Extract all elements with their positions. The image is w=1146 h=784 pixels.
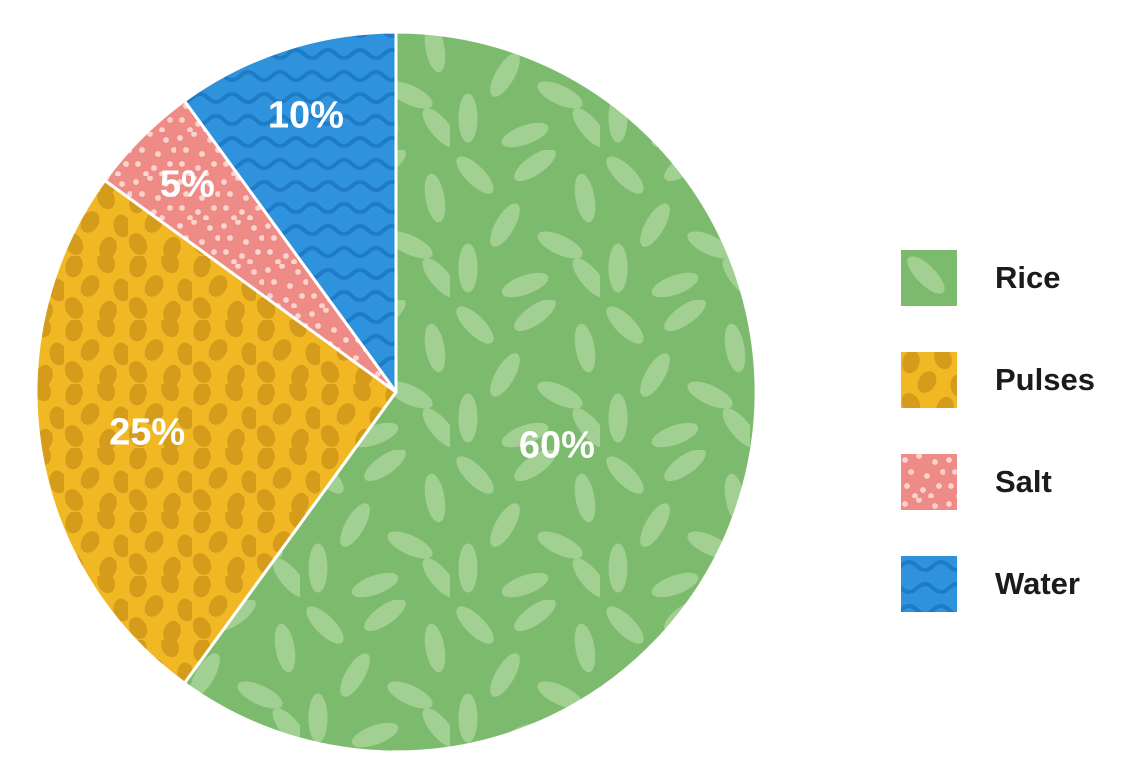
legend-label-water: Water — [995, 566, 1080, 601]
pie-slice-pulses — [34, 178, 398, 685]
rice-swatch-icon — [901, 250, 957, 306]
legend-item-pulses: Pulses — [901, 352, 1095, 408]
pie-slice-rice — [182, 30, 758, 754]
legend-item-water: Water — [901, 556, 1095, 612]
pie-chart-area: 60% 25% 5% 10% — [34, 30, 758, 754]
slice-value-label-salt: 5% — [160, 163, 215, 205]
slice-value-label-pulses: 25% — [109, 411, 185, 453]
legend-label-rice: Rice — [995, 260, 1061, 295]
pie-chart: 60% 25% 5% 10% — [34, 30, 758, 754]
slice-value-label-rice: 60% — [519, 424, 595, 466]
legend: Rice Pulses Salt Water — [901, 250, 1095, 612]
legend-item-salt: Salt — [901, 454, 1095, 510]
pie-slice-water — [182, 30, 398, 394]
legend-label-pulses: Pulses — [995, 362, 1095, 397]
salt-swatch-icon — [901, 454, 957, 510]
pie-slice-labels: 60% 25% 5% 10% — [109, 95, 595, 467]
water-swatch-icon — [901, 556, 957, 612]
slice-value-label-water: 10% — [268, 95, 344, 137]
legend-item-rice: Rice — [901, 250, 1095, 306]
legend-label-salt: Salt — [995, 464, 1052, 499]
pie-slices — [34, 30, 758, 754]
pulses-swatch-icon — [901, 352, 957, 408]
